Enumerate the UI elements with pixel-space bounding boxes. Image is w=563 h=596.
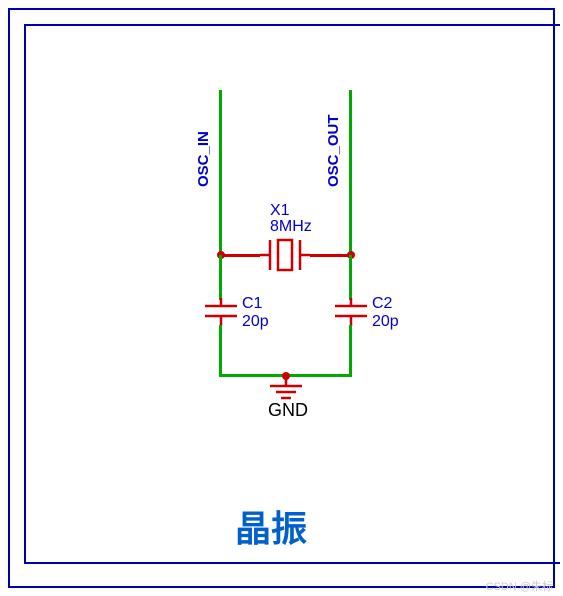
- wire-right-down: [349, 255, 352, 300]
- cap2-ref: C2: [372, 295, 392, 313]
- schematic-title: 晶振: [235, 500, 307, 552]
- cap1-value: 20p: [242, 313, 269, 331]
- wire-crystal-right: [310, 254, 351, 257]
- schematic-area: OSC_IN OSC_OUT X1 8MHz C1 20p C2 20p: [170, 110, 400, 430]
- wire-osc-in-top: [219, 90, 222, 255]
- cap2-value: 20p: [372, 313, 399, 331]
- wire-c2-down: [349, 325, 352, 377]
- wire-crystal-left: [220, 254, 260, 257]
- crystal-value: 8MHz: [270, 218, 312, 236]
- capacitor-c2: [330, 298, 372, 328]
- ground-label: GND: [268, 400, 308, 421]
- capacitor-c1: [200, 298, 242, 328]
- wire-c1-down: [219, 325, 222, 377]
- crystal-symbol: [260, 235, 310, 275]
- net-label-osc-in: OSC_IN: [195, 131, 212, 187]
- wire-left-down: [219, 255, 222, 300]
- cap1-ref: C1: [242, 295, 262, 313]
- watermark: CSDN @朱标: [486, 578, 553, 594]
- wire-osc-out-top: [349, 90, 352, 255]
- net-label-osc-out: OSC_OUT: [325, 114, 342, 187]
